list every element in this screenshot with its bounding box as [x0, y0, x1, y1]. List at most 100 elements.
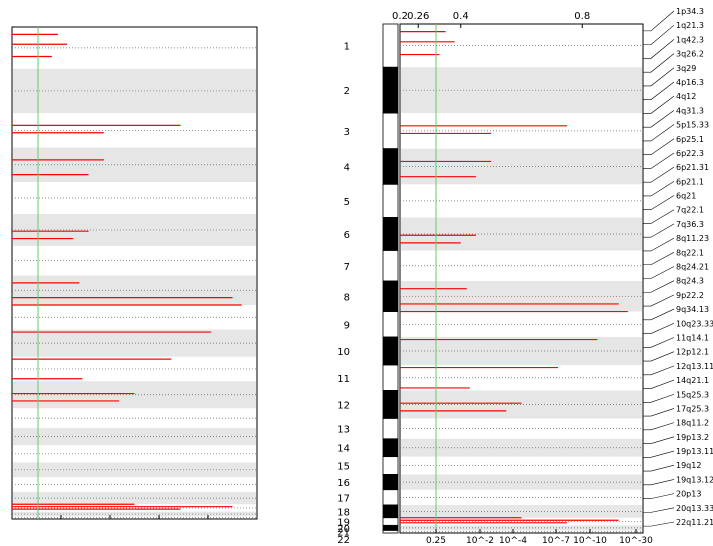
ideogram-chr-16: [382, 474, 399, 491]
band-connector-10: [643, 152, 675, 169]
ideogram-chr-5: [382, 183, 399, 218]
ideogram-chr-11: [382, 364, 399, 391]
chr-label-20: 20: [337, 524, 350, 535]
band-connector-18: [643, 266, 675, 279]
band-label-4: 3q29: [676, 64, 696, 73]
band-label-9: 6p25.1: [676, 135, 704, 144]
band-label-18: 8q24.21: [676, 263, 709, 272]
band-label-21: 9q34.13: [676, 305, 709, 314]
band-connector-4: [643, 67, 675, 87]
chr-label-4: 4: [344, 163, 350, 174]
left-shade-band-14: [13, 427, 256, 446]
ideogram-chr-12: [382, 390, 399, 419]
ideogram-chr-18: [382, 504, 399, 519]
ideogram-chr-4: [382, 148, 399, 185]
band-connector-29: [643, 422, 675, 431]
band-label-33: 19q13.12: [676, 475, 713, 484]
band-connector-1: [643, 24, 675, 45]
left-shade-band-16: [13, 462, 256, 478]
right-shade-band-12: [401, 390, 642, 419]
band-label-28: 17q25.3: [676, 404, 709, 413]
band-connector-0: [643, 10, 675, 32]
band-label-5: 4p16.3: [676, 78, 704, 87]
ideogram-chr-19: [382, 517, 399, 526]
chr-label-21: 21: [337, 528, 350, 539]
ideogram-chr-9: [382, 311, 399, 338]
top-tick-label-0: 0.2: [392, 11, 408, 22]
band-label-15: 7q36.3: [676, 220, 704, 229]
band-connector-2: [643, 39, 675, 59]
band-connector-35: [643, 507, 675, 513]
chr-label-1: 1: [344, 42, 350, 53]
top-tick-label-2: 0.4: [453, 11, 469, 22]
chr-label-22: 22: [337, 535, 350, 546]
chr-label-7: 7: [344, 262, 350, 273]
right-shade-band-8: [401, 281, 642, 312]
left-chart-panel: [11, 26, 258, 520]
chr-label-12: 12: [337, 400, 350, 411]
band-connector-5: [643, 81, 675, 100]
left-shade-band-20: [13, 511, 256, 517]
band-connector-27: [643, 393, 675, 403]
band-connector-3: [643, 53, 675, 73]
band-connector-13: [643, 195, 675, 211]
right-bars: [400, 31, 628, 524]
top-axis-ticks: 0.2 0.26 0.4 0.8: [392, 11, 590, 28]
band-connector-28: [643, 408, 675, 417]
band-connector-36: [643, 521, 675, 527]
left-shade-band-4: [13, 147, 256, 182]
left-dotted-gridlines: [12, 47, 257, 519]
top-tick-label-3: 0.8: [574, 11, 590, 22]
band-label-13: 6q21: [676, 192, 696, 201]
band-label-10: 6p22.3: [676, 149, 704, 158]
band-label-8: 5p15.33: [676, 121, 709, 130]
band-connector-9: [643, 138, 675, 155]
band-label-7: 4q31.3: [676, 106, 704, 115]
band-connector-24: [643, 351, 675, 362]
bottom-axis-ticks: 0.25 10^-2 10^-4 10^-7 10^-10 10^-30: [426, 529, 653, 546]
right-shade-band-14: [401, 438, 642, 457]
chr-label-3: 3: [344, 127, 350, 138]
bottom-tick-label-2: 10^-4: [499, 536, 527, 546]
band-connector-31: [643, 450, 675, 458]
band-label-26: 14q21.1: [676, 376, 709, 385]
chr-label-9: 9: [344, 320, 350, 331]
band-connector-25: [643, 365, 675, 376]
band-label-31: 19p13.11: [676, 447, 713, 456]
right-shade-band-6: [401, 217, 642, 251]
chr-label-15: 15: [337, 462, 350, 473]
top-tick-label-1: 0.26: [407, 11, 429, 22]
left-shade-band-12: [13, 381, 256, 409]
right-shade-band-20: [401, 525, 642, 531]
left-shading-bands: [13, 68, 256, 517]
band-label-0: 1p34.3: [676, 7, 704, 16]
ideogram-chr-13: [382, 418, 399, 440]
left-shade-band-8: [13, 275, 256, 305]
band-label-24: 12p12.1: [676, 348, 709, 357]
chr-label-2: 2: [344, 86, 350, 97]
chr-label-17: 17: [337, 493, 350, 504]
bottom-tick-label-3: 10^-7: [542, 536, 570, 546]
ideogram-chr-21: [382, 530, 399, 534]
band-label-29: 18q11.2: [676, 419, 709, 428]
bottom-tick-label-5: 10^-30: [619, 536, 653, 546]
ideogram-chr-14: [382, 438, 399, 458]
ideogram-chr-15: [382, 456, 399, 475]
chr-label-10: 10: [337, 347, 350, 358]
band-label-35: 20q13.33: [676, 504, 713, 513]
left-shade-band-6: [13, 213, 256, 246]
band-connector-22: [643, 323, 675, 334]
band-label-16: 8q11.23: [676, 234, 709, 243]
ideogram-chr-8: [382, 280, 399, 312]
chromosome-ideogram: [382, 23, 399, 534]
right-shade-band-10: [401, 337, 642, 366]
band-label-3: 3q26.2: [676, 50, 704, 59]
band-connector-23: [643, 337, 675, 348]
band-label-6: 4q12: [676, 92, 696, 101]
band-label-19: 8q24.3: [676, 277, 704, 286]
band-connector-21: [643, 308, 675, 321]
ideogram-chr-10: [382, 336, 399, 366]
chr-label-8: 8: [344, 292, 350, 303]
